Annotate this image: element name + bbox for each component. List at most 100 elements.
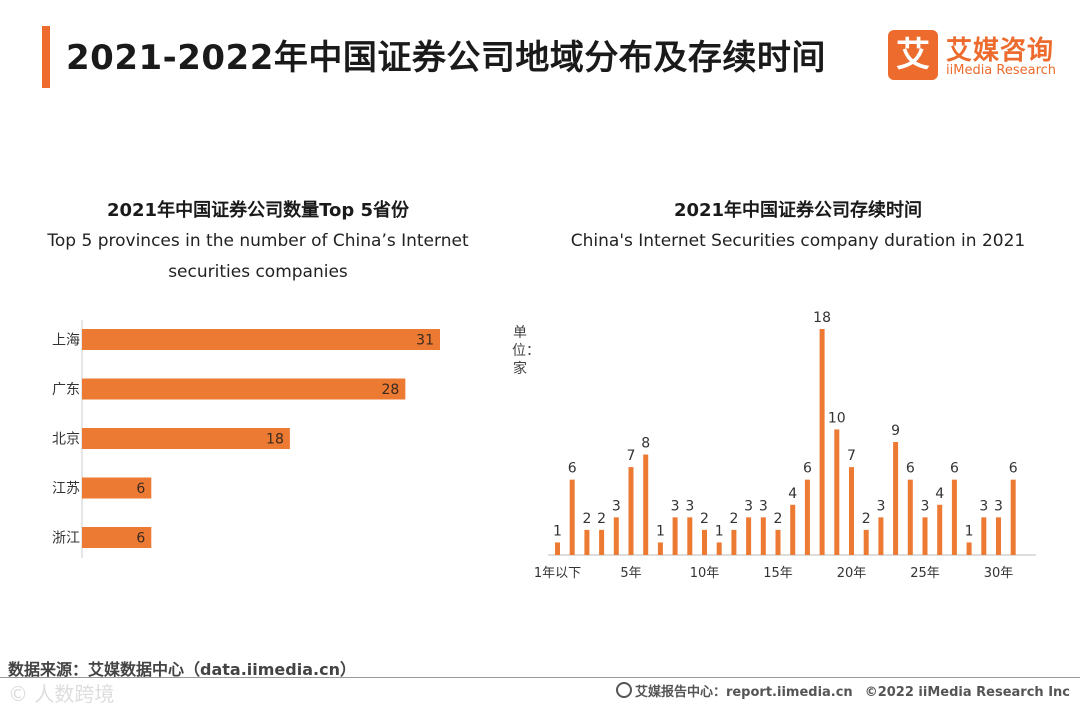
vbar-value-label: 1 bbox=[656, 523, 665, 539]
vbar-value-label: 1 bbox=[553, 523, 562, 539]
vbar-value-label: 10 bbox=[828, 410, 846, 426]
vbar-value-label: 3 bbox=[612, 498, 621, 514]
x-tick-label: 15年 bbox=[763, 566, 793, 581]
hbar-category-label: 北京 bbox=[52, 432, 80, 448]
vbar-value-label: 3 bbox=[744, 498, 753, 514]
vbar-14 bbox=[746, 517, 752, 555]
vbar-value-label: 6 bbox=[568, 461, 577, 477]
vbar-value-label: 4 bbox=[935, 486, 944, 502]
x-tick-label: 20年 bbox=[837, 566, 867, 581]
title-accent-bar bbox=[42, 26, 50, 88]
hbar-category-label: 上海 bbox=[52, 333, 80, 349]
hbar-category-label: 江苏 bbox=[52, 481, 80, 497]
x-tick-label: 5年 bbox=[620, 566, 641, 581]
logo-mark: 艾 bbox=[888, 30, 938, 80]
vbar-28 bbox=[951, 479, 957, 555]
hbar-2 bbox=[82, 378, 406, 400]
vbar-value-label: 3 bbox=[759, 498, 768, 514]
vbar-17 bbox=[790, 504, 796, 555]
footer-info: 艾媒报告中心：report.iimedia.cn ©2022 iiMedia Re… bbox=[615, 681, 1070, 700]
left-chart-title: 2021年中国证券公司数量Top 5省份 bbox=[106, 200, 410, 221]
vbar-value-label: 1 bbox=[715, 523, 724, 539]
data-source: 数据来源：艾媒数据中心（data.iimedia.cn） bbox=[8, 660, 356, 679]
hbar-value-label: 18 bbox=[266, 432, 284, 448]
vbar-32 bbox=[1010, 479, 1016, 555]
hbar-category-label: 广东 bbox=[52, 382, 80, 398]
vbar-value-label: 18 bbox=[813, 310, 831, 326]
vbar-10 bbox=[687, 517, 693, 555]
vbar-value-label: 2 bbox=[582, 511, 591, 527]
vbar-value-label: 2 bbox=[774, 511, 783, 527]
vbar-value-label: 2 bbox=[729, 511, 738, 527]
hbar-1 bbox=[82, 329, 440, 350]
vbar-20 bbox=[834, 429, 840, 555]
vbar-18 bbox=[804, 479, 810, 555]
vbar-24 bbox=[893, 442, 899, 555]
vbar-19 bbox=[819, 329, 825, 555]
vbar-value-label: 2 bbox=[862, 511, 871, 527]
vbar-9 bbox=[672, 517, 678, 555]
x-tick-label: 30年 bbox=[984, 566, 1014, 581]
hbar-value-label: 6 bbox=[136, 531, 145, 547]
vbar-value-label: 4 bbox=[788, 486, 797, 502]
vbar-value-label: 8 bbox=[641, 436, 650, 452]
hbar-value-label: 28 bbox=[382, 382, 400, 398]
iimedia-logo: 艾 艾媒咨询 iiMedia Research bbox=[888, 30, 1068, 82]
vbar-value-label: 2 bbox=[597, 511, 606, 527]
right-chart-subtitle: China's Internet Securities company dura… bbox=[570, 231, 1026, 251]
logo-text-cn: 艾媒咨询 bbox=[946, 36, 1055, 66]
vbar-value-label: 3 bbox=[685, 498, 694, 514]
vbar-22 bbox=[863, 529, 869, 555]
vbar-15 bbox=[760, 517, 766, 555]
vbar-12 bbox=[716, 542, 722, 555]
vbar-30 bbox=[981, 517, 987, 555]
watermark: © 人数跨境 bbox=[8, 682, 115, 706]
vbar-23 bbox=[878, 517, 884, 555]
x-tick-label: 25年 bbox=[910, 566, 940, 581]
logo-text-en: iiMedia Research bbox=[946, 63, 1057, 78]
vbar-5 bbox=[613, 517, 619, 555]
vbar-29 bbox=[966, 542, 972, 555]
report-center-link[interactable]: 艾媒报告中心：report.iimedia.cn bbox=[634, 685, 853, 700]
vbar-value-label: 7 bbox=[847, 448, 856, 464]
vbar-1 bbox=[555, 542, 560, 555]
copyright: ©2022 iiMedia Research Inc bbox=[864, 685, 1070, 700]
vbar-value-label: 3 bbox=[671, 498, 680, 514]
left-chart-subtitle: Top 5 provinces in the number of China’s… bbox=[40, 226, 476, 288]
globe-icon bbox=[615, 682, 632, 698]
vbar-value-label: 6 bbox=[803, 461, 812, 477]
vbar-6 bbox=[628, 467, 634, 555]
right-chart-title: 2021年中国证券公司存续时间 bbox=[673, 200, 923, 221]
left-chart-subtitle-line2: securities companies bbox=[168, 262, 348, 282]
vbar-8 bbox=[657, 542, 663, 555]
hbar-value-label: 6 bbox=[136, 481, 145, 497]
vbar-value-label: 3 bbox=[994, 498, 1003, 514]
x-tick-label: 1年以下 bbox=[534, 566, 581, 581]
vbar-value-label: 1 bbox=[965, 523, 974, 539]
hbar-value-label: 31 bbox=[416, 333, 434, 349]
vbar-27 bbox=[937, 504, 943, 555]
vbar-value-label: 7 bbox=[627, 448, 636, 464]
vbar-21 bbox=[849, 467, 854, 555]
x-tick-label: 10年 bbox=[690, 566, 720, 581]
vbar-value-label: 2 bbox=[700, 511, 709, 527]
vbar-31 bbox=[996, 517, 1001, 555]
vbar-value-label: 6 bbox=[950, 461, 959, 477]
hbar-4 bbox=[82, 477, 152, 499]
vbar-3 bbox=[584, 529, 590, 555]
page-title: 2021-2022年中国证券公司地域分布及存续时间 bbox=[66, 38, 826, 78]
vbar-value-label: 6 bbox=[906, 461, 915, 477]
vbar-13 bbox=[731, 529, 737, 555]
vbar-value-label: 6 bbox=[1009, 461, 1018, 477]
vbar-value-label: 3 bbox=[979, 498, 988, 514]
vbar-26 bbox=[922, 517, 928, 555]
vbar-value-label: 9 bbox=[891, 423, 900, 439]
left-chart-subtitle-line1: Top 5 provinces in the number of China’s… bbox=[47, 231, 469, 251]
hbar-3 bbox=[82, 428, 290, 449]
vbar-4 bbox=[599, 529, 605, 555]
hbar-category-label: 浙江 bbox=[52, 531, 80, 547]
hbar-5 bbox=[82, 527, 152, 548]
vbar-value-label: 3 bbox=[921, 498, 930, 514]
vbar-7 bbox=[643, 454, 649, 555]
